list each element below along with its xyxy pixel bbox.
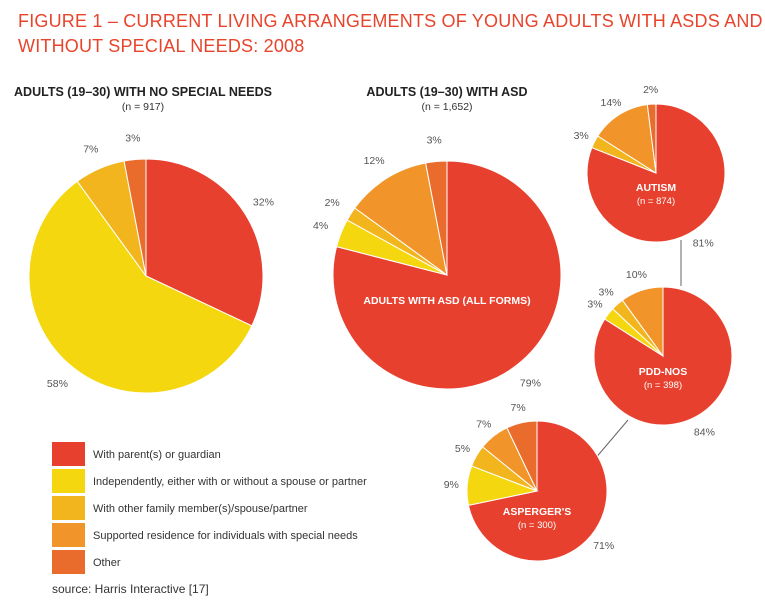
pie-value-label-asd-all-1: 4% (313, 220, 328, 232)
legend-label-4: Other (93, 557, 121, 569)
chart-title-line-1: FIGURE 1 – CURRENT LIVING ARRANGEMENTS O… (18, 11, 765, 31)
pie-inner-label-asd-all: ADULTS WITH ASD (ALL FORMS) (363, 295, 530, 307)
pie-value-label-aspergers-3: 7% (476, 418, 491, 430)
pie-value-label-asd-all-3: 12% (364, 155, 385, 167)
pie-slice-aspergers-4 (506, 420, 538, 492)
pie-inner-label-aspergers: ASPERGER'S (503, 506, 571, 518)
pie-value-label-asd-all-2: 2% (325, 197, 340, 209)
legend-swatch-4 (52, 550, 85, 574)
pie-heading-asd-all: ADULTS (19–30) WITH ASD (366, 85, 527, 99)
pie-value-label-autism-0: 81% (693, 238, 714, 250)
pie-inner-n-pdd-nos: (n = 398) (644, 380, 682, 391)
pie-slice-no-special-needs-4 (123, 158, 147, 277)
pie-value-label-autism-4: 2% (643, 84, 658, 96)
pie-slice-no-special-needs-0 (145, 158, 264, 327)
pie-inner-label-autism: AUTISM (636, 182, 677, 194)
legend-swatch-3 (52, 523, 85, 547)
legend-swatch-0 (52, 442, 85, 466)
pie-value-label-no-special-needs-4: 3% (125, 133, 140, 145)
pie-slice-pdd-nos-3 (621, 286, 664, 358)
pie-value-label-pdd-nos-1: 3% (587, 298, 602, 310)
pie-value-label-pdd-nos-3: 10% (626, 269, 647, 281)
pie-value-label-no-special-needs-1: 58% (47, 378, 68, 390)
pie-value-label-pdd-nos-2: 3% (599, 287, 614, 299)
pie-n-asd-all: (n = 1,652) (421, 101, 472, 113)
pie-inner-n-aspergers: (n = 300) (518, 520, 556, 531)
pie-heading-no-special-needs: ADULTS (19–30) WITH NO SPECIAL NEEDS (14, 85, 272, 99)
pie-slice-asd-all-3 (354, 162, 448, 277)
pie-value-label-autism-2: 3% (574, 130, 589, 142)
pie-slice-asd-all-4 (425, 160, 448, 276)
pie-value-label-asd-all-0: 79% (520, 378, 541, 390)
legend-label-1: Independently, either with or without a … (93, 476, 367, 488)
pie-value-label-no-special-needs-2: 7% (83, 143, 98, 155)
source-note: source: Harris Interactive [17] (52, 582, 209, 596)
legend-label-0: With parent(s) or guardian (93, 449, 221, 461)
pies-layer: 32% 58% 7% 3% 79% 4% 2% 12% 3% ADULTS WITH ASD (A… (28, 84, 733, 562)
legend-swatch-2 (52, 496, 85, 520)
pie-slice-no-special-needs-1 (28, 180, 253, 394)
pie-slice-autism-4 (646, 103, 657, 174)
pie-value-label-aspergers-1: 9% (444, 479, 459, 491)
pie-value-label-no-special-needs-0: 32% (253, 197, 274, 209)
pie-value-label-pdd-nos-0: 84% (694, 426, 715, 438)
connector-line (593, 419, 629, 461)
pie-inner-n-autism: (n = 874) (637, 196, 675, 207)
pie-value-label-aspergers-2: 5% (455, 443, 470, 455)
legend-label-2: With other family member(s)/spouse/partn… (93, 503, 308, 515)
legend-swatch-1 (52, 469, 85, 493)
pie-slice-autism-3 (597, 103, 657, 174)
pie-slice-asd-all-0 (332, 160, 562, 390)
pie-value-label-asd-all-4: 3% (427, 135, 442, 147)
pie-value-label-autism-3: 14% (600, 97, 621, 109)
chart-title-line-2: WITHOUT SPECIAL NEEDS: 2008 (18, 36, 304, 56)
pie-value-label-aspergers-0: 71% (593, 540, 614, 552)
legend: With parent(s) or guardian Independently,… (52, 442, 367, 574)
pie-value-label-aspergers-4: 7% (511, 402, 526, 414)
pie-inner-label-pdd-nos: PDD-NOS (639, 366, 687, 378)
pie-n-no-special-needs: (n = 917) (122, 101, 164, 113)
legend-label-3: Supported residence for individuals with… (93, 530, 358, 542)
